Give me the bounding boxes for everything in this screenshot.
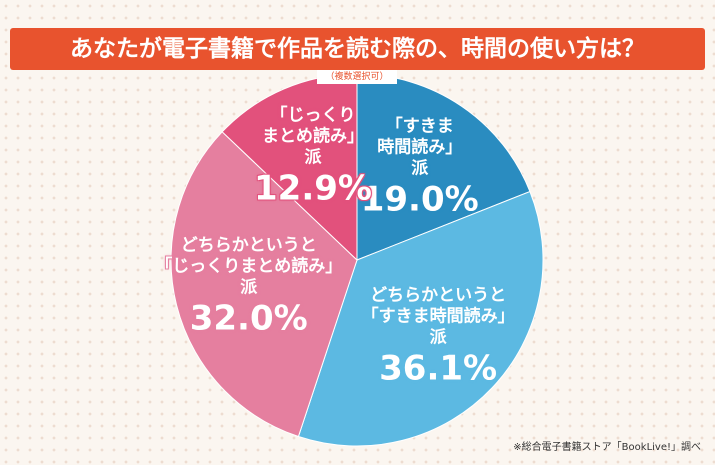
category-label: どちらかというと 「すきま時間読み」 派 xyxy=(361,285,515,348)
chart-subtitle: （複数選択可） xyxy=(317,70,397,84)
slice-label: 「すきま 時間読み」 派 19.0% xyxy=(310,116,530,219)
slice-label: どちらかというと 「すきま時間読み」 派 36.1% xyxy=(328,285,548,388)
category-label: 「すきま 時間読み」 派 xyxy=(377,116,463,179)
value-label: 12.9% xyxy=(254,168,372,209)
pie-slice xyxy=(170,131,358,438)
value-label: 36.1% xyxy=(379,348,498,389)
category-label: 「じっくり まとめ読み」 派 xyxy=(262,105,364,168)
slice-label: どちらかというと 「じっくりまとめ読み」 派 32.0% xyxy=(139,236,359,339)
category-label: どちらかというと 「じっくりまとめ読み」 派 xyxy=(155,235,343,298)
source-note: ※総合電子書籍ストア「BookLive!」調べ xyxy=(513,442,701,453)
value-label: 32.0% xyxy=(189,298,308,339)
slice-label: 「じっくり まとめ読み」 派 12.9% xyxy=(203,106,423,209)
chart-title: あなたが電子書籍で作品を読む際の、時間の使い方は？ xyxy=(10,28,705,70)
value-label: 19.0% xyxy=(360,179,479,220)
pie-slice xyxy=(297,190,544,447)
